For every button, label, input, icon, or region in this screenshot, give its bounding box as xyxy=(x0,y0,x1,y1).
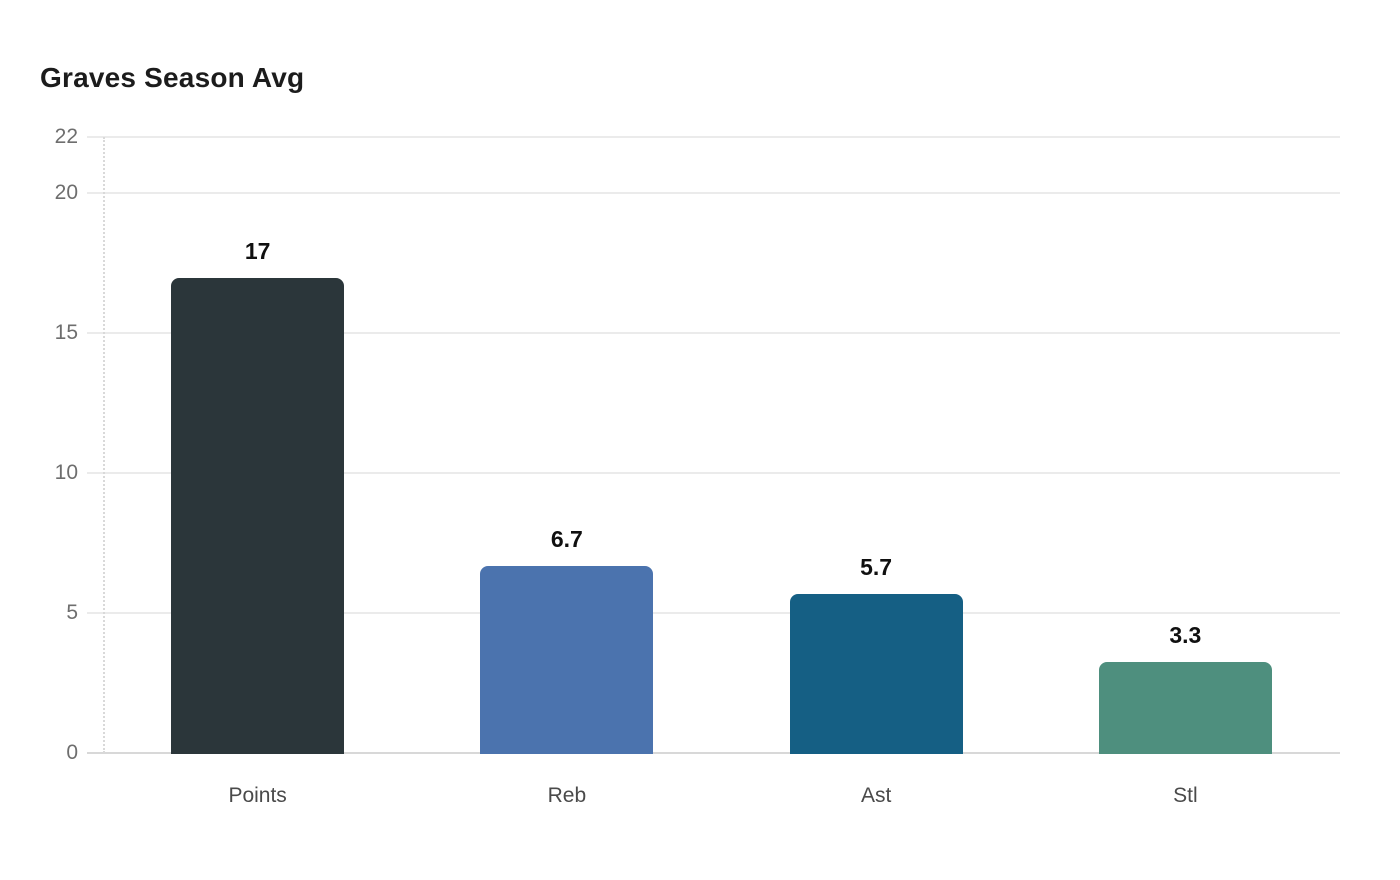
y-axis-line xyxy=(103,137,105,753)
bar-value-label: 3.3 xyxy=(1169,621,1202,648)
bar-stl xyxy=(1098,661,1272,754)
y-tick-label: 20 xyxy=(54,181,78,204)
y-tick-label: 22 xyxy=(54,125,78,148)
gridline-y xyxy=(87,192,1340,194)
y-tick-label: 10 xyxy=(54,461,78,484)
chart-title: Graves Season Avg xyxy=(40,62,305,93)
y-tick-label: 15 xyxy=(54,321,78,344)
bar-value-label: 6.7 xyxy=(550,526,583,553)
gridline-y xyxy=(87,332,1340,334)
bar-value-label: 17 xyxy=(244,238,271,264)
bar-ast xyxy=(789,594,963,754)
x-tick-label: Stl xyxy=(1173,784,1198,807)
gridline-y xyxy=(87,612,1340,614)
x-tick-label: Reb xyxy=(547,784,587,807)
gridline-y xyxy=(87,472,1340,474)
gridline-y xyxy=(87,136,1340,138)
x-tick-label: Ast xyxy=(860,784,892,807)
x-tick-label: Points xyxy=(228,784,287,807)
bar-value-label: 5.7 xyxy=(860,554,893,581)
y-tick-label: 5 xyxy=(66,601,78,624)
axis-baseline xyxy=(87,752,1340,754)
y-tick-label: 0 xyxy=(66,741,78,764)
bar-points xyxy=(171,278,345,754)
bar-reb xyxy=(480,566,654,754)
